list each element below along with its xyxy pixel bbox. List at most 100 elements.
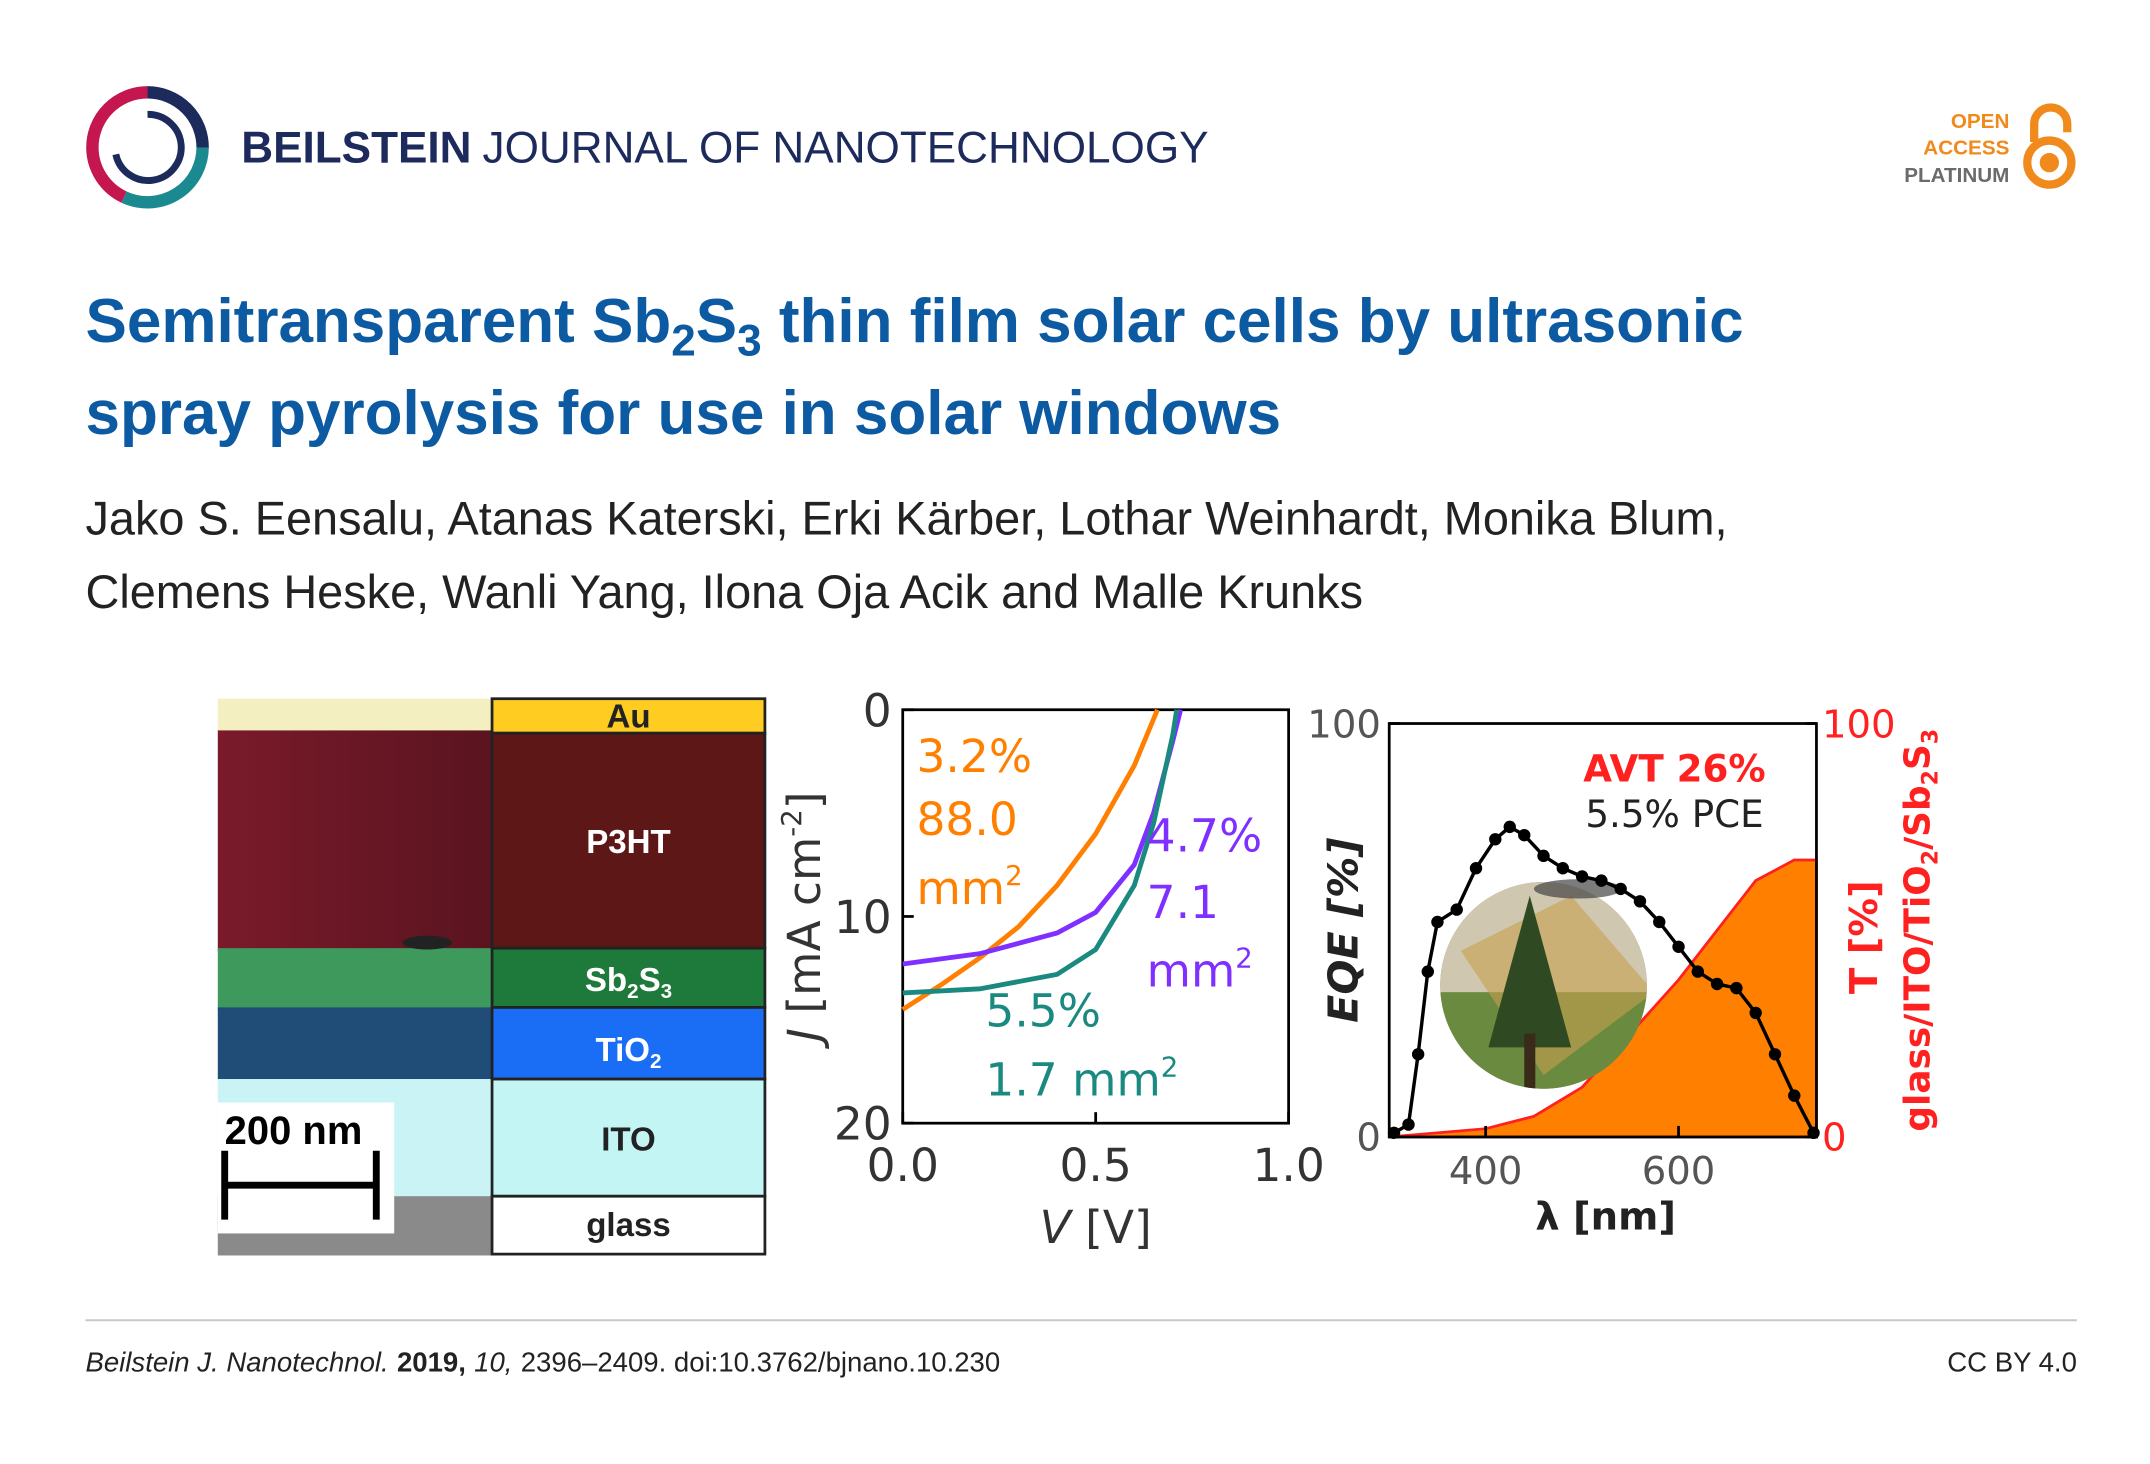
annotation: 7.1	[1147, 876, 1219, 929]
eqe-point	[1614, 882, 1627, 896]
eqe-x-label: λ [nm]	[1535, 1194, 1676, 1239]
axis-text: [V]	[1071, 1201, 1152, 1254]
citation: Beilstein J. Nanotechnol. 2019, 10, 2396–24…	[85, 1346, 1000, 1377]
layer-label: TiO2	[595, 1032, 661, 1073]
jv-curve	[902, 709, 1180, 996]
authors: Jako S. Eensalu, Atanas Katerski, Erki K…	[85, 493, 1727, 545]
eqe-point	[1672, 940, 1685, 953]
axis-sub: 2	[1919, 770, 1944, 785]
y-tick-label: 0	[863, 684, 892, 737]
annotation: 88.0	[917, 793, 1018, 846]
badge-open: OPEN	[1951, 110, 2010, 133]
x-tick-label: 600	[1642, 1149, 1716, 1194]
annotation-sup: 2	[1161, 1051, 1179, 1083]
eqe-point	[1633, 895, 1647, 908]
eqe-y-label: EQE [%]	[1320, 838, 1368, 1023]
eqe-point	[1807, 1126, 1820, 1140]
annotation-text: mm	[917, 862, 1006, 915]
eqe-point	[1469, 862, 1483, 875]
eqe-point	[1402, 1118, 1415, 1131]
annotation: mm2	[917, 860, 1023, 915]
journal-logo	[86, 86, 209, 209]
layer-sub: 2	[650, 1050, 662, 1073]
axis-text: glass/ITO/TiO	[1897, 865, 1938, 1131]
journal-name: BEILSTEIN JOURNAL OF NANOTECHNOLOGY	[241, 124, 1208, 173]
jv-annotations: 3.2% 88.0 mm2 4.7% 7.1 mm2 5.5% 1.7 mm2	[917, 730, 1263, 1107]
badge-platinum: PLATINUM	[1904, 164, 2009, 187]
eqe-frame	[1387, 722, 1818, 1139]
journal-rest: JOURNAL OF NANOTECHNOLOGY	[483, 124, 1209, 173]
title-text: Semitransparent Sb	[85, 287, 671, 356]
axis-text: V	[1040, 1201, 1074, 1254]
y2-tick-label: 100	[1822, 702, 1896, 747]
title-line: Semitransparent Sb2S3 thin film solar ce…	[85, 287, 1743, 366]
x-tick-label: 1.0	[1252, 1139, 1324, 1192]
authors: Clemens Heske, Wanli Yang, Ilona Oja Aci…	[85, 566, 1363, 618]
title-sub: 3	[737, 317, 762, 366]
annotation: AVT 26%	[1583, 746, 1765, 790]
eqe-point	[1421, 965, 1434, 978]
layer-boxes	[490, 697, 767, 1256]
jv-curve	[901, 708, 1160, 1012]
eqe-y2-label: T [%]	[1842, 880, 1887, 994]
annotation-text: mm	[1147, 945, 1236, 998]
y-tick-label: 100	[1307, 702, 1381, 747]
layer-label: ITO	[601, 1122, 656, 1159]
eqe-point	[1749, 1006, 1762, 1020]
eqe-point	[1556, 862, 1570, 875]
title-text: S	[696, 287, 737, 356]
layer-sub: 3	[661, 980, 673, 1003]
y2-tick-label: 0	[1822, 1116, 1847, 1161]
citation-journal: Beilstein J. Nanotechnol.	[85, 1346, 388, 1377]
axis-sup: -2	[776, 809, 808, 836]
eqe-point	[1431, 915, 1444, 929]
layer-text: S	[639, 962, 661, 999]
eqe-point	[1730, 981, 1743, 995]
annotation: 1.7 mm2	[985, 1051, 1178, 1106]
eqe-point	[1575, 870, 1589, 883]
layer-sub: 2	[627, 980, 639, 1003]
eqe-point	[1411, 1048, 1425, 1061]
layer-label: glass	[586, 1207, 671, 1244]
layer-label: Au	[606, 699, 650, 736]
annotation-sup: 2	[1235, 942, 1253, 974]
axis-text: [mA cm	[778, 837, 831, 1028]
eqe-point	[1537, 849, 1550, 863]
eqe-point	[1691, 965, 1705, 978]
annotation: mm2	[1147, 942, 1253, 997]
eqe-point	[1450, 903, 1463, 916]
axis-text: /Sb	[1897, 785, 1938, 850]
annotation: 3.2%	[917, 730, 1033, 783]
title-sub: 2	[671, 317, 696, 366]
axis-sub: 2	[1919, 850, 1944, 865]
eqe-point	[1710, 977, 1724, 991]
license: CC BY 4.0	[1947, 1346, 2077, 1377]
x-tick-label: 400	[1449, 1149, 1523, 1194]
annotation-sup: 2	[1005, 860, 1023, 892]
eqe-point	[1387, 1126, 1401, 1140]
eqe-point	[1595, 874, 1608, 887]
annotation: 5.5% PCE	[1585, 792, 1763, 836]
jv-plot: 0 10 200.0 0.5 1.0	[834, 684, 1325, 1192]
scale-bar-label: 200 nm	[225, 1109, 363, 1153]
journal-bold: BEILSTEIN	[241, 124, 471, 173]
eqe-point	[1788, 1089, 1801, 1102]
annotation-text: 1.7 mm	[985, 1054, 1160, 1107]
sem-image	[217, 698, 493, 1256]
citation-year: 2019,	[397, 1346, 466, 1377]
y-tick-label: 10	[834, 891, 892, 944]
annotation: 5.5%	[985, 985, 1101, 1038]
jv-y-label: J [mA cm-2]	[776, 791, 831, 1049]
axis-text: J	[778, 1028, 831, 1049]
layer-label: Sb2S3	[585, 962, 672, 1003]
open-access-icon	[2023, 103, 2076, 189]
axis-sub: 3	[1919, 729, 1944, 744]
axis-text: ]	[778, 791, 831, 809]
x-tick-label: 0.0	[867, 1139, 939, 1192]
eqe-point	[1653, 915, 1666, 929]
eqe-series	[1387, 820, 1820, 1140]
title-text: thin film solar cells by ultrasonic	[762, 287, 1744, 356]
annotation: 4.7%	[1147, 810, 1263, 863]
eqe-point	[1518, 828, 1531, 842]
